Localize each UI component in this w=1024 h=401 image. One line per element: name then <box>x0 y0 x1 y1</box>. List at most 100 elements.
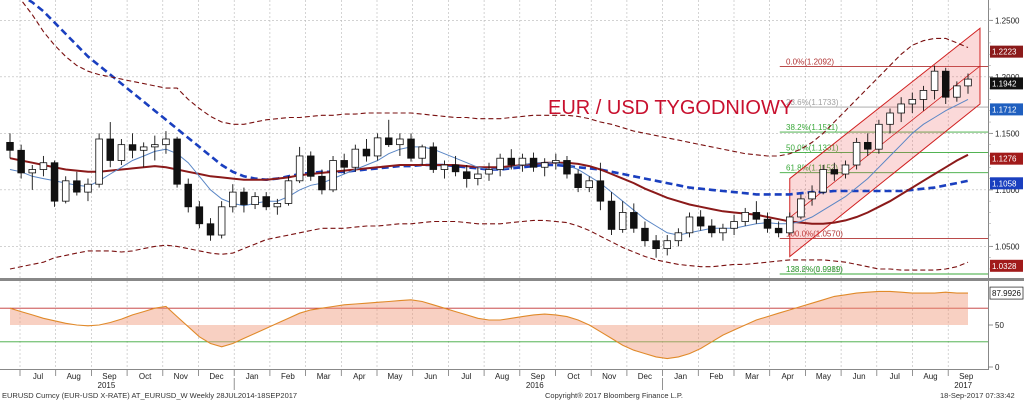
month-tick-label: Dec <box>209 372 223 381</box>
candle-body <box>663 240 671 250</box>
candle-body <box>50 162 59 202</box>
fib-level-label: 23.6%(1.1733) <box>786 98 839 107</box>
candle-body <box>641 227 649 242</box>
candle-body <box>953 85 961 98</box>
candle-body <box>786 216 794 234</box>
candle-body <box>719 227 727 234</box>
candle-body <box>652 240 660 250</box>
month-tick-label: Feb <box>281 372 295 381</box>
candle-body <box>429 146 438 170</box>
candle-body <box>552 160 560 164</box>
month-tick-label: Jul <box>461 372 471 381</box>
price-tick-label: 1.1500 <box>995 129 1020 138</box>
price-candles <box>6 65 972 258</box>
candle-body <box>284 180 293 204</box>
candle-body <box>206 223 215 236</box>
timestamp-label: 18-Sep-2017 07:33:42 <box>940 391 1015 400</box>
candle-body <box>774 227 783 234</box>
candle-body <box>262 196 270 208</box>
candle-body <box>84 183 92 193</box>
candle-body <box>318 175 326 191</box>
candle-body <box>708 225 716 234</box>
series-line <box>26 0 969 196</box>
price-tick-label: 1.1000 <box>995 186 1020 195</box>
price-badges: 1.2223 1.1942 1.1712 1.1276 1.1058 1.0328 87.9… <box>989 45 1024 300</box>
indicator-area <box>10 291 968 359</box>
candle-body <box>139 146 148 151</box>
candle-body <box>462 171 471 179</box>
candle-body <box>373 137 382 157</box>
month-tick-label: May <box>387 372 402 381</box>
month-tick-label: Dec <box>638 372 652 381</box>
time-axis: Jul Aug Sep Oct Nov Dec Jan Feb Mar Apr May Jun Jul A… <box>19 370 974 390</box>
candle-body <box>173 138 181 185</box>
price-tick-label: 1.0500 <box>995 242 1020 251</box>
fib-level-label: 38.2%(1.1511) <box>786 123 838 132</box>
candle-body <box>385 137 393 146</box>
candle-body <box>607 200 616 230</box>
candle-body <box>585 180 593 188</box>
candle-body <box>941 70 950 98</box>
fib-level-label: 61.8%(1.1152) <box>786 164 838 173</box>
candle-body <box>618 212 627 230</box>
candle-body <box>162 138 170 146</box>
candle-body <box>763 218 772 229</box>
candle-body <box>841 164 850 175</box>
candle-body <box>106 138 114 161</box>
month-tick-label: Apr <box>353 372 366 381</box>
indicator-grid-lines <box>19 281 949 369</box>
candle-body <box>229 191 237 208</box>
year-label: 2017 <box>954 381 972 390</box>
month-tick-label: Mar <box>317 372 331 381</box>
candle-body <box>273 203 282 208</box>
price-tick-label: 1.2500 <box>995 16 1020 25</box>
candle-body <box>17 149 25 174</box>
month-tick-label: Jul <box>890 372 900 381</box>
price-badge <box>990 177 1023 190</box>
grid-lines <box>0 0 988 278</box>
candle-body <box>485 169 493 175</box>
price-badge-label: 1.1276 <box>992 155 1017 164</box>
candle-body <box>61 180 70 202</box>
month-tick-label: Aug <box>495 372 509 381</box>
candle-body <box>295 155 304 182</box>
candle-body <box>184 183 192 208</box>
candle-body <box>396 138 404 146</box>
price-badge-label: 1.1712 <box>992 105 1017 114</box>
month-tick-label: Apr <box>781 372 794 381</box>
candle-body <box>73 180 81 193</box>
fib-level-label: 123.6%(1.0211) <box>786 265 843 274</box>
fib-level-label: 100.0%(1.0570) <box>786 229 843 238</box>
oscillator-indicator <box>0 290 988 360</box>
year-label: 2016 <box>526 381 544 390</box>
candle-body <box>39 162 48 170</box>
candle-body <box>507 157 516 166</box>
candle-body <box>886 112 894 125</box>
month-tick-label: Aug <box>67 372 81 381</box>
price-badge <box>990 103 1023 116</box>
price-tick-label: 1.2000 <box>995 73 1020 82</box>
candle-body <box>563 160 571 175</box>
price-badge-label: 1.1058 <box>992 179 1017 188</box>
candle-body <box>6 141 14 151</box>
month-tick-label: Jun <box>424 372 437 381</box>
fib-level-label: 0.0%(1.2092) <box>786 57 834 66</box>
candle-body <box>630 212 638 229</box>
price-badge <box>990 152 1023 165</box>
indicator-tick-label: 0 <box>995 363 1000 372</box>
candle-body <box>752 212 761 220</box>
candle-body <box>852 141 861 166</box>
month-tick-label: Sep <box>531 372 546 381</box>
indicator-badge-label: 87.9926 <box>992 289 1021 298</box>
indicator-tick-label: 50 <box>995 321 1004 330</box>
candle-body <box>240 191 248 205</box>
month-tick-label: May <box>816 372 831 381</box>
candle-body <box>474 173 482 179</box>
candle-body <box>919 90 928 100</box>
price-badge-label: 1.1942 <box>992 79 1017 88</box>
candle-body <box>307 155 315 177</box>
instrument-label: EURUSD Curncy (EUR-USD X-RATE) AT_EURUSD… <box>2 391 297 400</box>
candle-body <box>340 160 348 168</box>
candle-body <box>696 216 705 227</box>
